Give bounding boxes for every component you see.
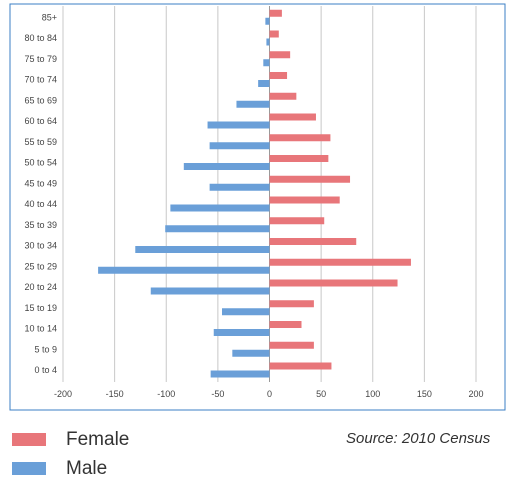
bar-female [269, 217, 325, 225]
legend-item-male: Male [12, 454, 129, 478]
y-category-label: 65 to 69 [24, 95, 57, 105]
bar-female [269, 321, 302, 328]
legend-swatch-female [12, 433, 46, 446]
bar-female [269, 238, 357, 245]
bar-female [269, 30, 279, 38]
bar-female [269, 72, 288, 79]
plot-frame [9, 3, 506, 411]
x-tick-label: -100 [157, 389, 175, 399]
y-category-label: 30 to 34 [24, 241, 57, 251]
y-category-label: 45 to 49 [24, 178, 57, 188]
bars [98, 9, 411, 378]
x-tick-label: 200 [468, 389, 483, 399]
bar-female [269, 51, 291, 59]
y-category-label: 5 to 9 [34, 344, 57, 354]
bar-male [170, 204, 270, 212]
y-category-label: 50 to 54 [24, 158, 57, 168]
x-tick-label: -50 [211, 389, 224, 399]
y-category-label: 0 to 4 [34, 365, 57, 375]
bar-female [269, 300, 314, 308]
x-tick-label: 100 [365, 389, 380, 399]
y-category-label: 75 to 79 [24, 54, 57, 64]
legend-swatch-male [12, 462, 46, 475]
y-category-label: 20 to 24 [24, 282, 57, 292]
x-tick-label: -200 [54, 389, 72, 399]
bar-male [98, 266, 270, 274]
x-tick-label: 0 [267, 389, 272, 399]
bar-female [269, 175, 351, 183]
bar-male [266, 38, 270, 46]
y-category-label: 25 to 29 [24, 261, 57, 271]
bar-male [210, 370, 270, 378]
bar-female [269, 134, 331, 142]
bar-male [150, 287, 270, 295]
y-category-label: 35 to 39 [24, 220, 57, 230]
bar-female [269, 113, 316, 121]
bar-male [258, 80, 270, 87]
y-category-label: 40 to 44 [24, 199, 57, 209]
bar-female [269, 155, 329, 162]
bar-male [209, 142, 270, 150]
legend-label-female: Female [66, 428, 130, 450]
bar-female [269, 196, 340, 204]
bar-male [232, 349, 270, 357]
legend: Female Male [12, 425, 129, 478]
gridlines [62, 6, 477, 382]
x-axis-labels: -200 -150 -100 -50 0 50 100 150 200 [54, 389, 484, 399]
y-category-label: 85+ [42, 12, 57, 22]
bar-female [269, 258, 411, 266]
bar-male [236, 100, 270, 108]
bar-female [269, 92, 297, 100]
bar-male [222, 308, 270, 316]
source-note: Source: 2010 Census [346, 430, 491, 447]
bar-female [269, 9, 282, 17]
bar-female [269, 362, 332, 370]
x-tick-label: 150 [417, 389, 432, 399]
y-category-label: 55 to 59 [24, 137, 57, 147]
bar-male [213, 329, 270, 336]
y-category-label: 15 to 19 [24, 303, 57, 313]
bar-male [265, 17, 270, 25]
y-category-label: 70 to 74 [24, 75, 57, 85]
bar-male [165, 225, 270, 233]
y-category-label: 10 to 14 [24, 324, 57, 334]
bar-male [209, 183, 270, 191]
x-tick-label: -150 [106, 389, 124, 399]
bar-male [263, 59, 270, 67]
y-axis-labels: 0 to 4 5 to 9 10 to 14 15 to 19 20 to 24 25 t… [24, 12, 57, 375]
bar-male [135, 246, 270, 253]
legend-label-male: Male [66, 457, 108, 478]
bar-male [207, 121, 270, 129]
bar-female [269, 279, 398, 287]
bar-female [269, 341, 314, 349]
bar-male [183, 163, 270, 170]
legend-item-female: Female [12, 425, 129, 454]
x-tick-label: 50 [316, 389, 326, 399]
y-category-label: 80 to 84 [24, 33, 57, 43]
y-category-label: 60 to 64 [24, 116, 57, 126]
